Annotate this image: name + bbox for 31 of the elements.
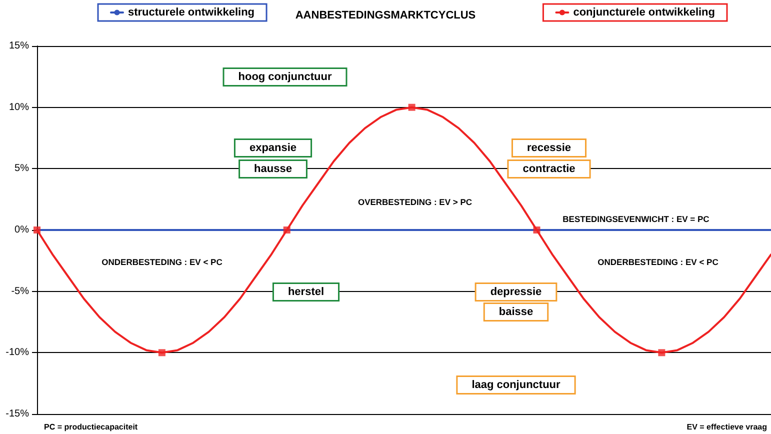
annotation: herstel bbox=[288, 286, 324, 298]
annotation: hausse bbox=[254, 163, 292, 175]
annotation: depressie bbox=[490, 286, 542, 298]
y-tick-label: 5% bbox=[14, 163, 30, 174]
legend-label: structurele ontwikkeling bbox=[128, 6, 255, 18]
y-tick-label: 0% bbox=[14, 224, 30, 236]
point bbox=[533, 226, 540, 234]
annotation: recessie bbox=[526, 142, 572, 154]
point bbox=[658, 349, 666, 356]
annotation: contractie bbox=[522, 163, 576, 175]
annotation: expansie bbox=[249, 142, 297, 154]
point bbox=[158, 349, 166, 356]
y-tick-label: 10% bbox=[8, 102, 30, 113]
annotation: OVERBESTEDING : EV > PC bbox=[358, 197, 472, 207]
legend-label: conjuncturele ontwikkeling bbox=[573, 6, 715, 18]
text: PC = productiecapaciteit bbox=[44, 422, 138, 432]
y-tick-label: 15% bbox=[8, 40, 30, 52]
annotation: baisse bbox=[498, 306, 534, 318]
y-tick-label: -15% bbox=[6, 408, 30, 420]
y-tick-label: -10% bbox=[6, 347, 30, 358]
annotation: laag conjunctuur bbox=[472, 379, 562, 391]
annotation: ONDERBESTEDING : EV < PC bbox=[598, 257, 718, 267]
annotation: ONDERBESTEDING : EV < PC bbox=[102, 257, 222, 267]
point bbox=[283, 226, 290, 234]
text: EV = effectieve vraag bbox=[686, 422, 768, 432]
point bbox=[408, 104, 416, 111]
point bbox=[34, 226, 40, 234]
y-tick-label: -5% bbox=[11, 286, 30, 297]
annotation: BESTEDINGSEVENWICHT : EV = PC bbox=[562, 214, 710, 224]
chart-title: AANBESTEDINGSMARKTCYCLUS bbox=[295, 10, 476, 22]
annotation: hoog conjunctuur bbox=[238, 71, 332, 83]
